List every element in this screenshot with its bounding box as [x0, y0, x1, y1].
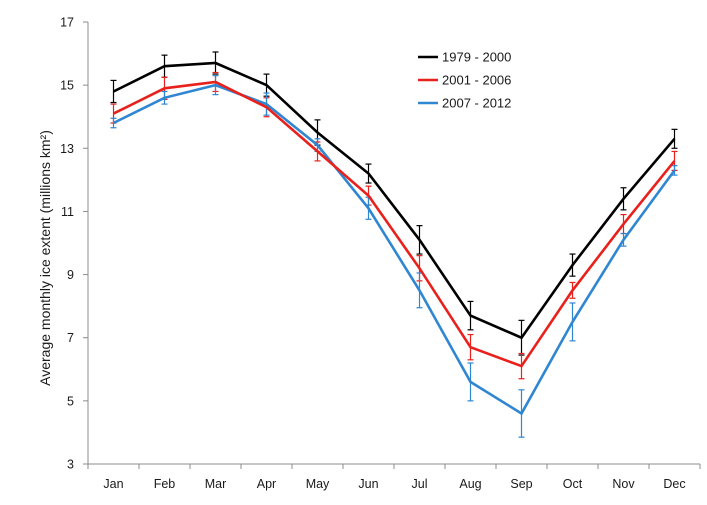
- legend-label: 1979 - 2000: [442, 50, 511, 65]
- legend-label: 2007 - 2012: [442, 96, 511, 111]
- y-axis-title: Average monthly ice extent (millions km²…: [37, 130, 53, 386]
- series-line-2007-2012: [112, 83, 676, 416]
- x-tick-label: Nov: [612, 477, 635, 491]
- x-tick-label: Jun: [358, 477, 378, 491]
- y-tick-label: 9: [67, 268, 74, 282]
- y-tick-label: 3: [67, 458, 74, 472]
- y-tick-label: 7: [67, 331, 74, 345]
- x-tick-label: Jan: [103, 477, 123, 491]
- x-tick-label: Dec: [663, 477, 685, 491]
- x-tick-label: Apr: [257, 477, 276, 491]
- y-tick-label: 11: [61, 205, 74, 219]
- x-tick-label: May: [306, 477, 330, 491]
- x-tick-label: Sep: [510, 477, 532, 491]
- x-tick-label: Feb: [154, 477, 176, 491]
- y-tick-label: 15: [60, 79, 74, 93]
- y-tick-label: 17: [60, 16, 74, 30]
- series-line-1979-2000: [112, 61, 676, 340]
- y-tick-label: 13: [60, 142, 74, 156]
- x-tick-label: Mar: [205, 477, 227, 491]
- x-tick-label: Oct: [563, 477, 583, 491]
- x-tick-label: Aug: [459, 477, 481, 491]
- series-line-2001-2006: [112, 80, 676, 368]
- x-tick-label: Jul: [412, 477, 428, 491]
- legend-label: 2001 - 2006: [442, 73, 511, 88]
- y-tick-label: 5: [67, 394, 74, 408]
